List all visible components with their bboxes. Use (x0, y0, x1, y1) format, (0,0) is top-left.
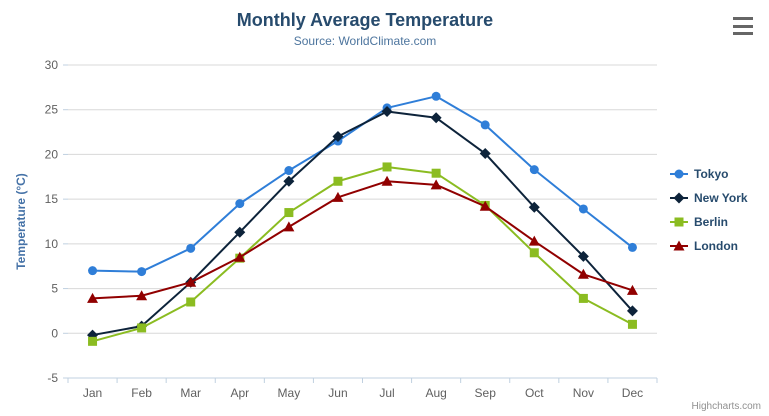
legend-item-new-york[interactable]: New York (670, 186, 748, 210)
marker-new-york-jun[interactable] (332, 131, 344, 143)
marker-berlin-nov[interactable] (578, 293, 588, 303)
marker-berlin-oct[interactable] (529, 248, 539, 258)
triangle-marker-icon (673, 240, 685, 251)
marker-tokyo-nov[interactable] (578, 204, 588, 214)
x-axis-label: Dec (622, 386, 643, 400)
x-axis-label: May (278, 386, 301, 400)
series-line-new-york (91, 110, 634, 337)
x-axis-label: Sep (475, 386, 497, 400)
square-legend-symbol-icon (670, 217, 688, 227)
x-axis-label: Oct (525, 386, 544, 400)
y-axis-label: 10 (45, 237, 59, 251)
marker-new-york-may[interactable] (283, 175, 295, 187)
marker-london-nov[interactable] (577, 268, 589, 279)
marker-london-sep[interactable] (479, 200, 491, 211)
chart-title: Monthly Average Temperature (236, 10, 494, 30)
x-axis-label: Jul (379, 386, 394, 400)
marker-berlin-dec[interactable] (627, 319, 637, 329)
triangle-legend-symbol-icon (670, 240, 688, 251)
y-axis-label: 0 (51, 326, 58, 340)
circle-marker-icon (674, 169, 684, 179)
marker-london-mar[interactable] (185, 276, 197, 287)
marker-berlin-jan[interactable] (88, 336, 98, 346)
hamburger-icon-bar (733, 24, 753, 28)
marker-tokyo-dec[interactable] (627, 242, 637, 252)
legend-item-london[interactable]: London (670, 234, 748, 258)
y-axis-label: 20 (45, 147, 59, 161)
y-axis-title: Temperature (°C) (14, 173, 28, 270)
x-axis-label: Feb (131, 386, 152, 400)
marker-berlin-jun[interactable] (333, 176, 343, 186)
marker-london-may[interactable] (283, 221, 295, 232)
marker-london-jul[interactable] (381, 175, 393, 186)
marker-london-dec[interactable] (626, 284, 638, 295)
marker-new-york-nov[interactable] (577, 250, 589, 262)
diamond-marker-icon (673, 192, 685, 204)
circle-legend-symbol-icon (670, 169, 688, 179)
legend-label: Tokyo (694, 167, 729, 181)
x-axis-label: Jun (328, 386, 347, 400)
marker-london-jun[interactable] (332, 191, 344, 202)
marker-tokyo-aug[interactable] (431, 91, 441, 101)
y-axis-label: -5 (47, 371, 58, 385)
marker-tokyo-feb[interactable] (137, 267, 147, 277)
marker-new-york-sep[interactable] (479, 148, 491, 160)
credits-link[interactable]: Highcharts.com (691, 401, 761, 412)
x-axis-label: Mar (180, 386, 201, 400)
marker-london-jan[interactable] (87, 292, 99, 303)
x-axis-label: Jan (83, 386, 102, 400)
export-menu-button[interactable] (731, 15, 755, 37)
marker-new-york-aug[interactable] (430, 112, 442, 124)
series-line-tokyo (91, 95, 634, 273)
y-axis-label: 30 (45, 58, 59, 72)
x-axis-label: Aug (425, 386, 446, 400)
x-axis-label: Apr (230, 386, 249, 400)
marker-berlin-mar[interactable] (186, 297, 196, 307)
marker-new-york-oct[interactable] (528, 201, 540, 213)
legend: Tokyo New York Berlin London (670, 162, 748, 258)
legend-label: New York (694, 191, 748, 205)
marker-tokyo-apr[interactable] (235, 199, 245, 209)
marker-tokyo-may[interactable] (284, 166, 294, 176)
marker-new-york-dec[interactable] (626, 305, 638, 317)
marker-london-apr[interactable] (234, 251, 246, 262)
legend-label: Berlin (694, 215, 729, 229)
y-axis-label: 15 (45, 192, 59, 206)
marker-berlin-aug[interactable] (431, 168, 441, 178)
marker-berlin-feb[interactable] (137, 323, 147, 333)
marker-tokyo-sep[interactable] (480, 120, 490, 130)
marker-london-feb[interactable] (136, 290, 148, 301)
chart-subtitle: Source: WorldClimate.com (293, 34, 437, 48)
marker-tokyo-oct[interactable] (529, 165, 539, 175)
marker-berlin-may[interactable] (284, 208, 294, 218)
marker-london-oct[interactable] (528, 235, 540, 246)
legend-item-tokyo[interactable]: Tokyo (670, 162, 748, 186)
series-line-berlin (91, 165, 634, 343)
marker-new-york-apr[interactable] (234, 226, 246, 238)
x-axis-label: Nov (573, 386, 594, 400)
marker-london-aug[interactable] (430, 179, 442, 190)
marker-tokyo-mar[interactable] (186, 243, 196, 253)
marker-tokyo-jan[interactable] (88, 266, 98, 276)
series-line-london (91, 180, 634, 300)
marker-berlin-jul[interactable] (382, 162, 392, 172)
hamburger-icon-bar (733, 32, 753, 35)
y-axis-label: 5 (51, 282, 58, 296)
square-marker-icon (674, 217, 684, 227)
legend-item-berlin[interactable]: Berlin (670, 210, 748, 234)
legend-label: London (694, 239, 738, 253)
marker-new-york-jul[interactable] (381, 106, 393, 118)
hamburger-icon-bar (733, 17, 753, 20)
diamond-legend-symbol-icon (670, 192, 688, 204)
y-axis-label: 25 (45, 103, 59, 117)
